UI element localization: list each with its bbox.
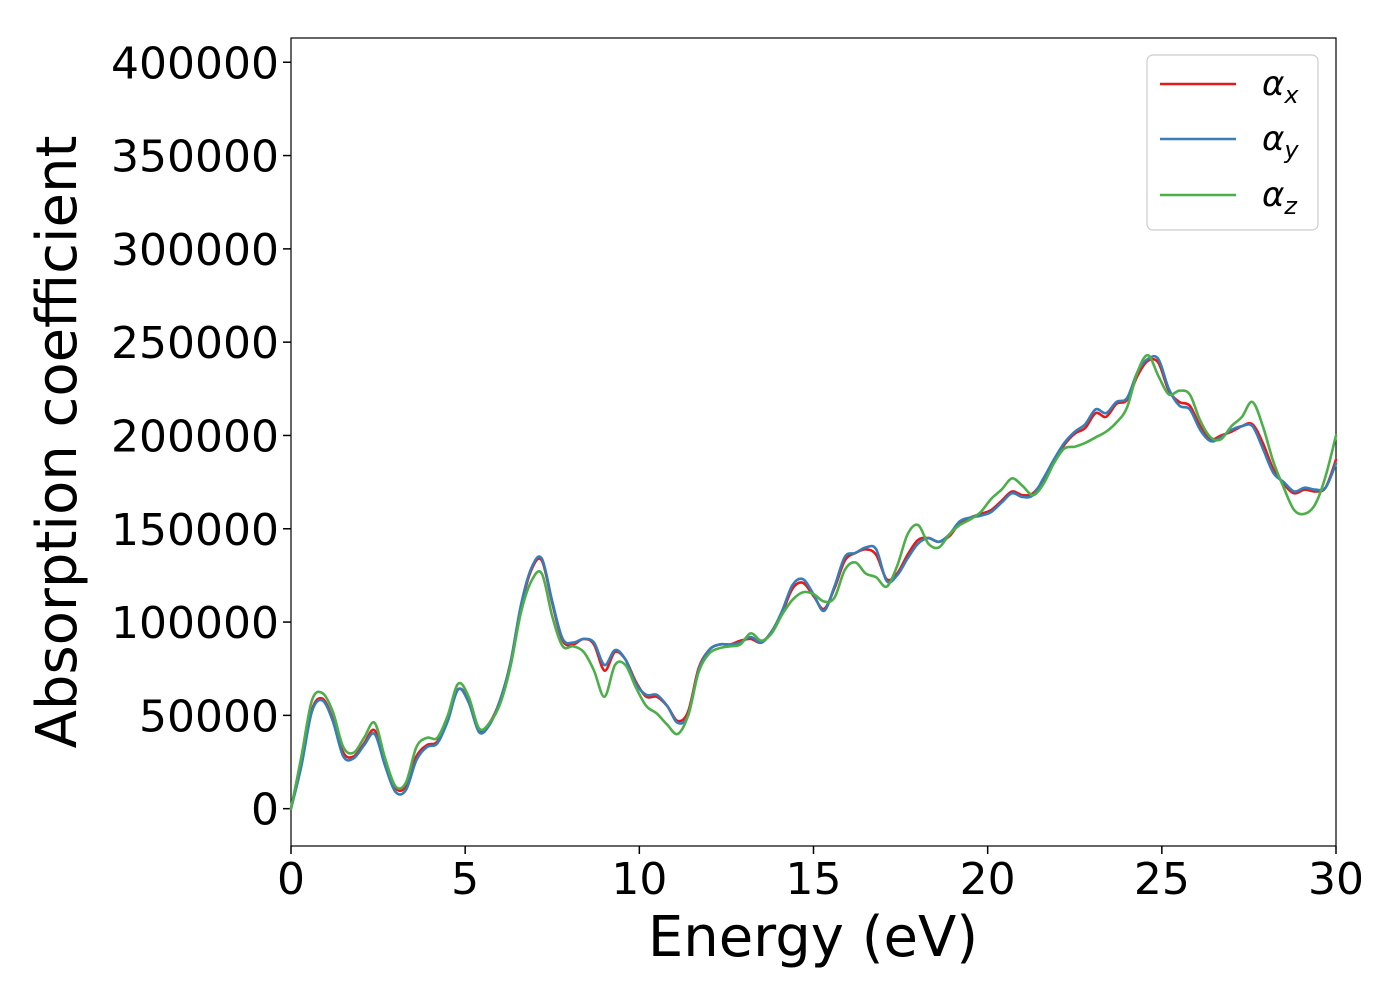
series-lines <box>289 353 1338 810</box>
x-tick-label: 10 <box>611 854 667 905</box>
y-axis-label: Absorption coefficient <box>25 136 90 749</box>
series-line-x <box>289 357 1338 810</box>
series-line-z <box>289 353 1338 810</box>
legend-entry-z: αz <box>1262 175 1298 220</box>
y-tick-label: 200000 <box>111 411 279 462</box>
legend-entry-subscript: x <box>1283 81 1299 109</box>
y-tick-label: 300000 <box>111 225 279 276</box>
legend-entry-subscript: z <box>1283 192 1298 220</box>
legend-entry-subscript: y <box>1283 136 1299 164</box>
x-axis-label: Energy (eV) <box>648 905 978 970</box>
x-tick-label: 15 <box>786 854 842 905</box>
y-tick-label: 100000 <box>111 598 279 649</box>
legend-box <box>1146 54 1319 231</box>
y-tick-label: 150000 <box>111 505 279 556</box>
y-tick-label: 50000 <box>139 691 279 742</box>
x-tick-label: 30 <box>1308 854 1364 905</box>
y-tick-label: 250000 <box>111 318 279 369</box>
axis-ticks: 0 5 10 15 20 25 30 0 50000 100000 150000 200000 2500… <box>111 38 1364 905</box>
x-tick-label: 5 <box>451 854 479 905</box>
legend: αx αy αz <box>1146 54 1319 231</box>
x-tick-label: 0 <box>277 854 305 905</box>
y-tick-label: 0 <box>251 785 279 836</box>
series-line-y <box>289 354 1338 810</box>
y-tick-label: 350000 <box>111 132 279 183</box>
x-tick-label: 20 <box>960 854 1016 905</box>
x-tick-label: 25 <box>1134 854 1190 905</box>
y-tick-label: 400000 <box>111 38 279 89</box>
legend-entry-x: αx <box>1262 64 1299 109</box>
legend-entry-y: αy <box>1262 119 1299 164</box>
